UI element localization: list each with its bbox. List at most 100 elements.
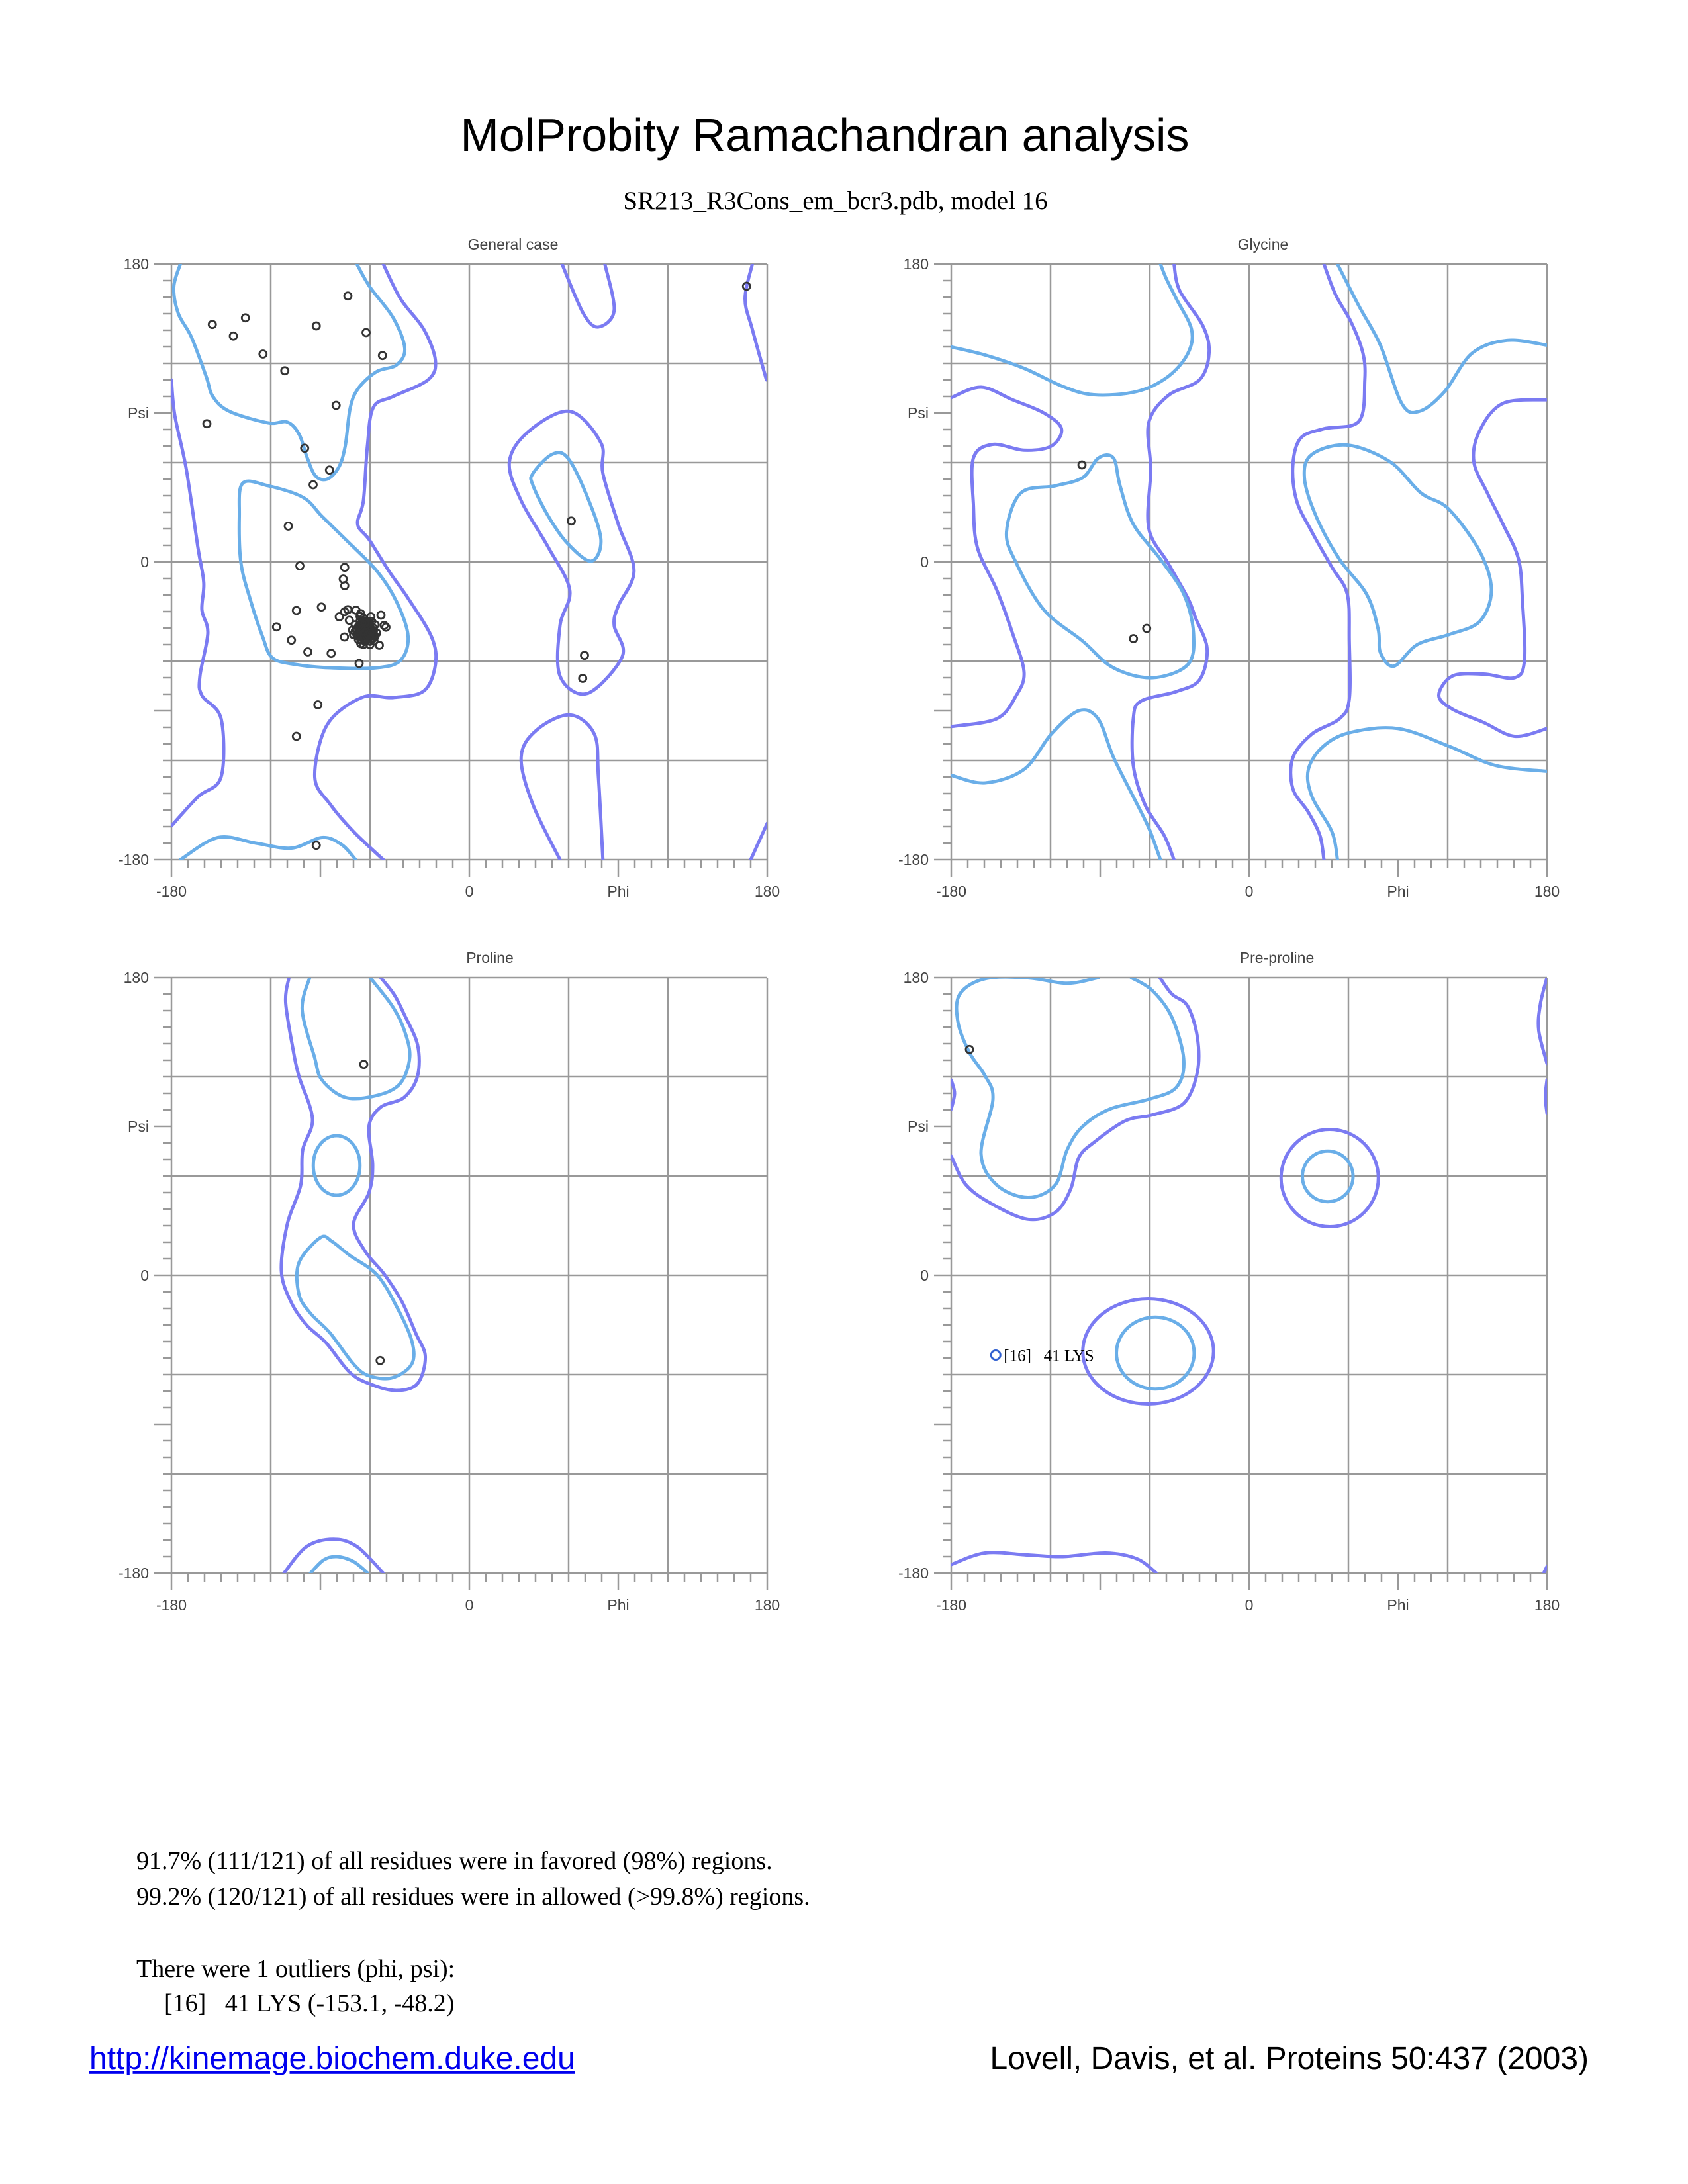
x-tick-label: 0 xyxy=(1245,1596,1254,1614)
favored-contour xyxy=(171,264,407,482)
residue-point xyxy=(741,281,751,291)
residue-point xyxy=(280,366,290,376)
y-tick-label: -180 xyxy=(118,851,149,868)
axis-ticks xyxy=(154,263,769,877)
allowed-contour xyxy=(951,385,1064,729)
axis-ticks xyxy=(934,976,1548,1590)
plot-general-case: General case 180 0 -180 Psi -180 0 180 Phi xyxy=(118,236,780,900)
residue-point xyxy=(377,351,387,361)
residue-point xyxy=(291,731,301,741)
x-tick-label: 0 xyxy=(465,1596,474,1614)
y-axis-label: Psi xyxy=(128,404,149,422)
plot-title: General case xyxy=(468,236,559,253)
favored-contour xyxy=(1004,453,1196,680)
outlier-point xyxy=(990,1349,1002,1361)
page-subtitle: SR213_R3Cons_em_bcr3.pdb, model 16 xyxy=(623,187,1047,215)
y-axis-label: Psi xyxy=(128,1118,149,1135)
residue-point xyxy=(375,1355,385,1365)
favored-summary: 91.7% (111/121) of all residues were in … xyxy=(136,1847,773,1875)
x-tick-label: -180 xyxy=(936,1596,966,1614)
residue-point xyxy=(580,651,589,660)
kinemage-link[interactable]: http://kinemage.biochem.duke.edu xyxy=(89,2041,575,2076)
x-tick-label: 180 xyxy=(1534,883,1560,900)
allowed-contour xyxy=(749,821,767,860)
allowed-contour xyxy=(743,264,767,382)
residue-point xyxy=(324,465,334,475)
plot-proline: Proline 180 0 -180 Psi -180 0 180 Phi xyxy=(118,949,780,1614)
y-axis-label: Psi xyxy=(908,1118,929,1135)
residue-point xyxy=(375,641,384,650)
y-tick-label: 0 xyxy=(140,553,149,570)
x-axis-label: Phi xyxy=(1387,1596,1409,1614)
residue-point xyxy=(291,606,301,615)
page-title: MolProbity Ramachandran analysis xyxy=(460,109,1189,161)
favored-contour xyxy=(308,1555,369,1573)
y-tick-label: -180 xyxy=(118,1565,149,1582)
axis-ticks xyxy=(934,263,1548,877)
y-tick-label: 0 xyxy=(140,1267,149,1284)
residue-point xyxy=(1077,460,1087,470)
residue-point xyxy=(207,320,217,330)
x-axis-label: Phi xyxy=(607,1596,629,1614)
grid xyxy=(950,263,1548,861)
allowed-contour xyxy=(951,978,1201,1222)
y-tick-label: 180 xyxy=(904,969,929,986)
residue-point xyxy=(343,291,353,301)
contours xyxy=(951,978,1547,1573)
residue-point xyxy=(228,331,238,341)
allowed-contour xyxy=(171,378,226,828)
allowed-contour xyxy=(1130,264,1211,860)
residue-point xyxy=(283,522,293,531)
x-tick-label: 0 xyxy=(1245,883,1254,900)
favored-contour xyxy=(529,451,603,563)
residue-point xyxy=(359,640,368,649)
allowed-contour xyxy=(951,1078,957,1111)
residue-point xyxy=(295,561,305,570)
residue-point xyxy=(381,622,391,632)
favored-contour xyxy=(1336,264,1547,414)
data-points: [16] 41 LYS xyxy=(964,1044,1094,1365)
y-axis-label: Psi xyxy=(908,404,929,422)
favored-contour xyxy=(1302,443,1493,668)
residue-point xyxy=(354,659,364,668)
residue-point xyxy=(340,563,350,572)
contours xyxy=(279,978,428,1573)
residue-point xyxy=(287,635,297,645)
y-tick-label: 180 xyxy=(124,969,149,986)
x-tick-label: -180 xyxy=(936,883,966,900)
residue-point xyxy=(316,602,326,612)
outlier-entry: [16] 41 LYS (-153.1, -48.2) xyxy=(164,1989,454,2017)
grid xyxy=(170,263,769,861)
residue-point xyxy=(360,618,370,628)
favored-contour xyxy=(237,479,410,670)
y-tick-label: 0 xyxy=(920,553,929,570)
residue-point xyxy=(363,630,373,639)
residue-point xyxy=(567,516,576,526)
residue-point xyxy=(1129,634,1139,643)
grid xyxy=(950,976,1548,1574)
y-tick-label: 0 xyxy=(920,1267,929,1284)
kinemage-link-text[interactable]: http://kinemage.biochem.duke.edu xyxy=(89,2041,575,2076)
favored-contour xyxy=(1115,1315,1196,1391)
x-tick-label: -180 xyxy=(156,1596,187,1614)
citation: Lovell, Davis, et al. Proteins 50:437 (2… xyxy=(990,2041,1589,2076)
allowed-contour xyxy=(951,1551,1158,1573)
contours xyxy=(171,264,767,860)
plot-title: Proline xyxy=(466,949,514,966)
y-tick-label: -180 xyxy=(898,851,929,868)
residue-point xyxy=(271,622,281,632)
residue-point xyxy=(359,1060,369,1069)
favored-contour xyxy=(1301,1149,1355,1204)
residue-point xyxy=(334,612,344,621)
residue-point xyxy=(300,443,310,453)
x-axis-label: Phi xyxy=(1387,883,1409,900)
residue-point xyxy=(376,610,386,620)
allowed-contour xyxy=(1536,978,1547,1066)
y-tick-label: -180 xyxy=(898,1565,929,1582)
residue-point xyxy=(308,480,318,490)
allowed-contour xyxy=(1437,398,1547,739)
x-tick-label: 180 xyxy=(755,883,780,900)
favored-contour xyxy=(179,835,357,860)
x-tick-label: 0 xyxy=(465,883,474,900)
